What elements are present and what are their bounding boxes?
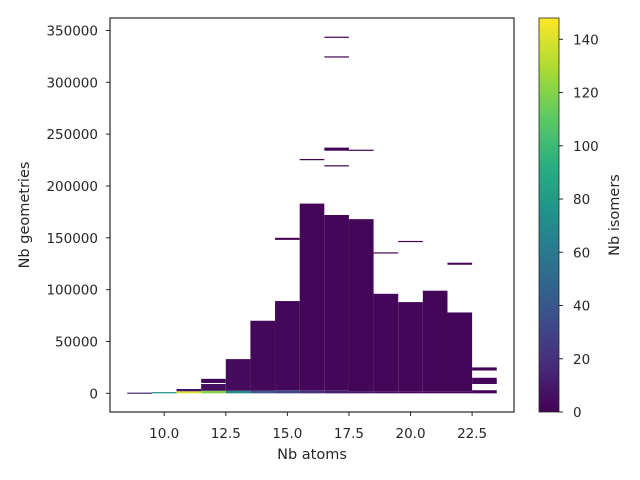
heatmap-cell [324,165,349,167]
heatmap-cell [275,301,300,391]
x-tick-label: 15.0 [272,426,302,442]
y-tick-label: 350000 [46,23,98,39]
y-axis-ticks: 0 50000 100000 150000 200000 250000 300000 3500… [46,23,110,402]
plot-frame [109,17,515,413]
x-tick-label: 12.5 [211,426,241,442]
heatmap-cell [348,391,374,394]
colorbar-tick-label: 120 [573,86,599,102]
heatmap-cell [176,391,202,394]
heatmap-cell [275,390,300,394]
colorbar-ticks: 0 20 40 60 80 100 120 140 [559,32,599,421]
heatmap-cell [398,391,423,394]
heatmap-cell [201,384,226,391]
heatmap-cell [127,392,152,394]
colorbar-tick-label: 60 [573,245,590,261]
colorbar-tick-label: 20 [573,352,590,368]
x-tick-label: 17.5 [334,426,364,442]
heatmap-cell [422,290,448,392]
heatmap-cell [250,320,276,391]
x-axis-ticks: 10.0 12.5 15.0 17.5 20.0 22.5 [149,412,487,442]
y-tick-label: 0 [89,386,98,402]
y-axis-label: Nb geometries [17,162,33,269]
heatmap-cell [447,262,473,265]
heatmap-cell [373,252,399,254]
heatmap-cell [201,378,226,383]
colorbar-tick-label: 80 [573,192,590,208]
heatmap-cell [225,359,251,391]
colorbar-tick-label: 100 [573,139,599,155]
heatmap-cell [422,391,448,394]
colorbar-tick-label: 0 [573,405,582,421]
colorbar [538,17,560,413]
x-axis-label: Nb atoms [277,447,347,463]
y-tick-label: 50000 [55,334,98,350]
heatmap-cell [472,390,497,394]
heatmap-cell [324,56,349,58]
heatmap-cell [324,36,349,38]
heatmap-cell [472,377,497,384]
y-tick-label: 150000 [46,231,98,247]
x-tick-label: 10.0 [149,426,179,442]
y-tick-label: 250000 [46,127,98,143]
colorbar-tick-label: 40 [573,299,590,315]
y-tick-label: 100000 [46,283,98,299]
heatmap-cell [299,159,325,161]
heatmap-cell [373,293,399,392]
heatmap-cell [201,390,226,394]
heatmap-cell [299,203,325,391]
heatmap-cell [324,147,349,151]
heatmap-cell [275,237,300,240]
heatmap-cell [398,240,423,243]
heatmap-cell [225,390,251,394]
heatmap-cell [250,390,276,394]
y-tick-label: 200000 [46,179,98,195]
colorbar-tick-label: 140 [573,32,599,48]
x-tick-label: 20.0 [396,426,426,442]
colorbar-label: Nb isomers [607,174,623,256]
heatmap-cell [348,219,374,392]
heatmap-cell [299,390,325,394]
heatmap-cell [398,302,423,392]
heatmap-cells [127,36,497,394]
heatmap-cell [447,391,473,394]
heatmap-cell [348,149,374,151]
heatmap-cell [472,367,497,371]
heatmap-cell [176,388,202,392]
x-tick-label: 22.5 [457,426,487,442]
heatmap-cell [373,391,399,394]
heatmap-cell [324,215,349,391]
heatmap-cell [151,392,177,394]
y-tick-label: 300000 [46,75,98,91]
heatmap-cell [447,312,473,392]
heatmap-cell [324,390,349,394]
